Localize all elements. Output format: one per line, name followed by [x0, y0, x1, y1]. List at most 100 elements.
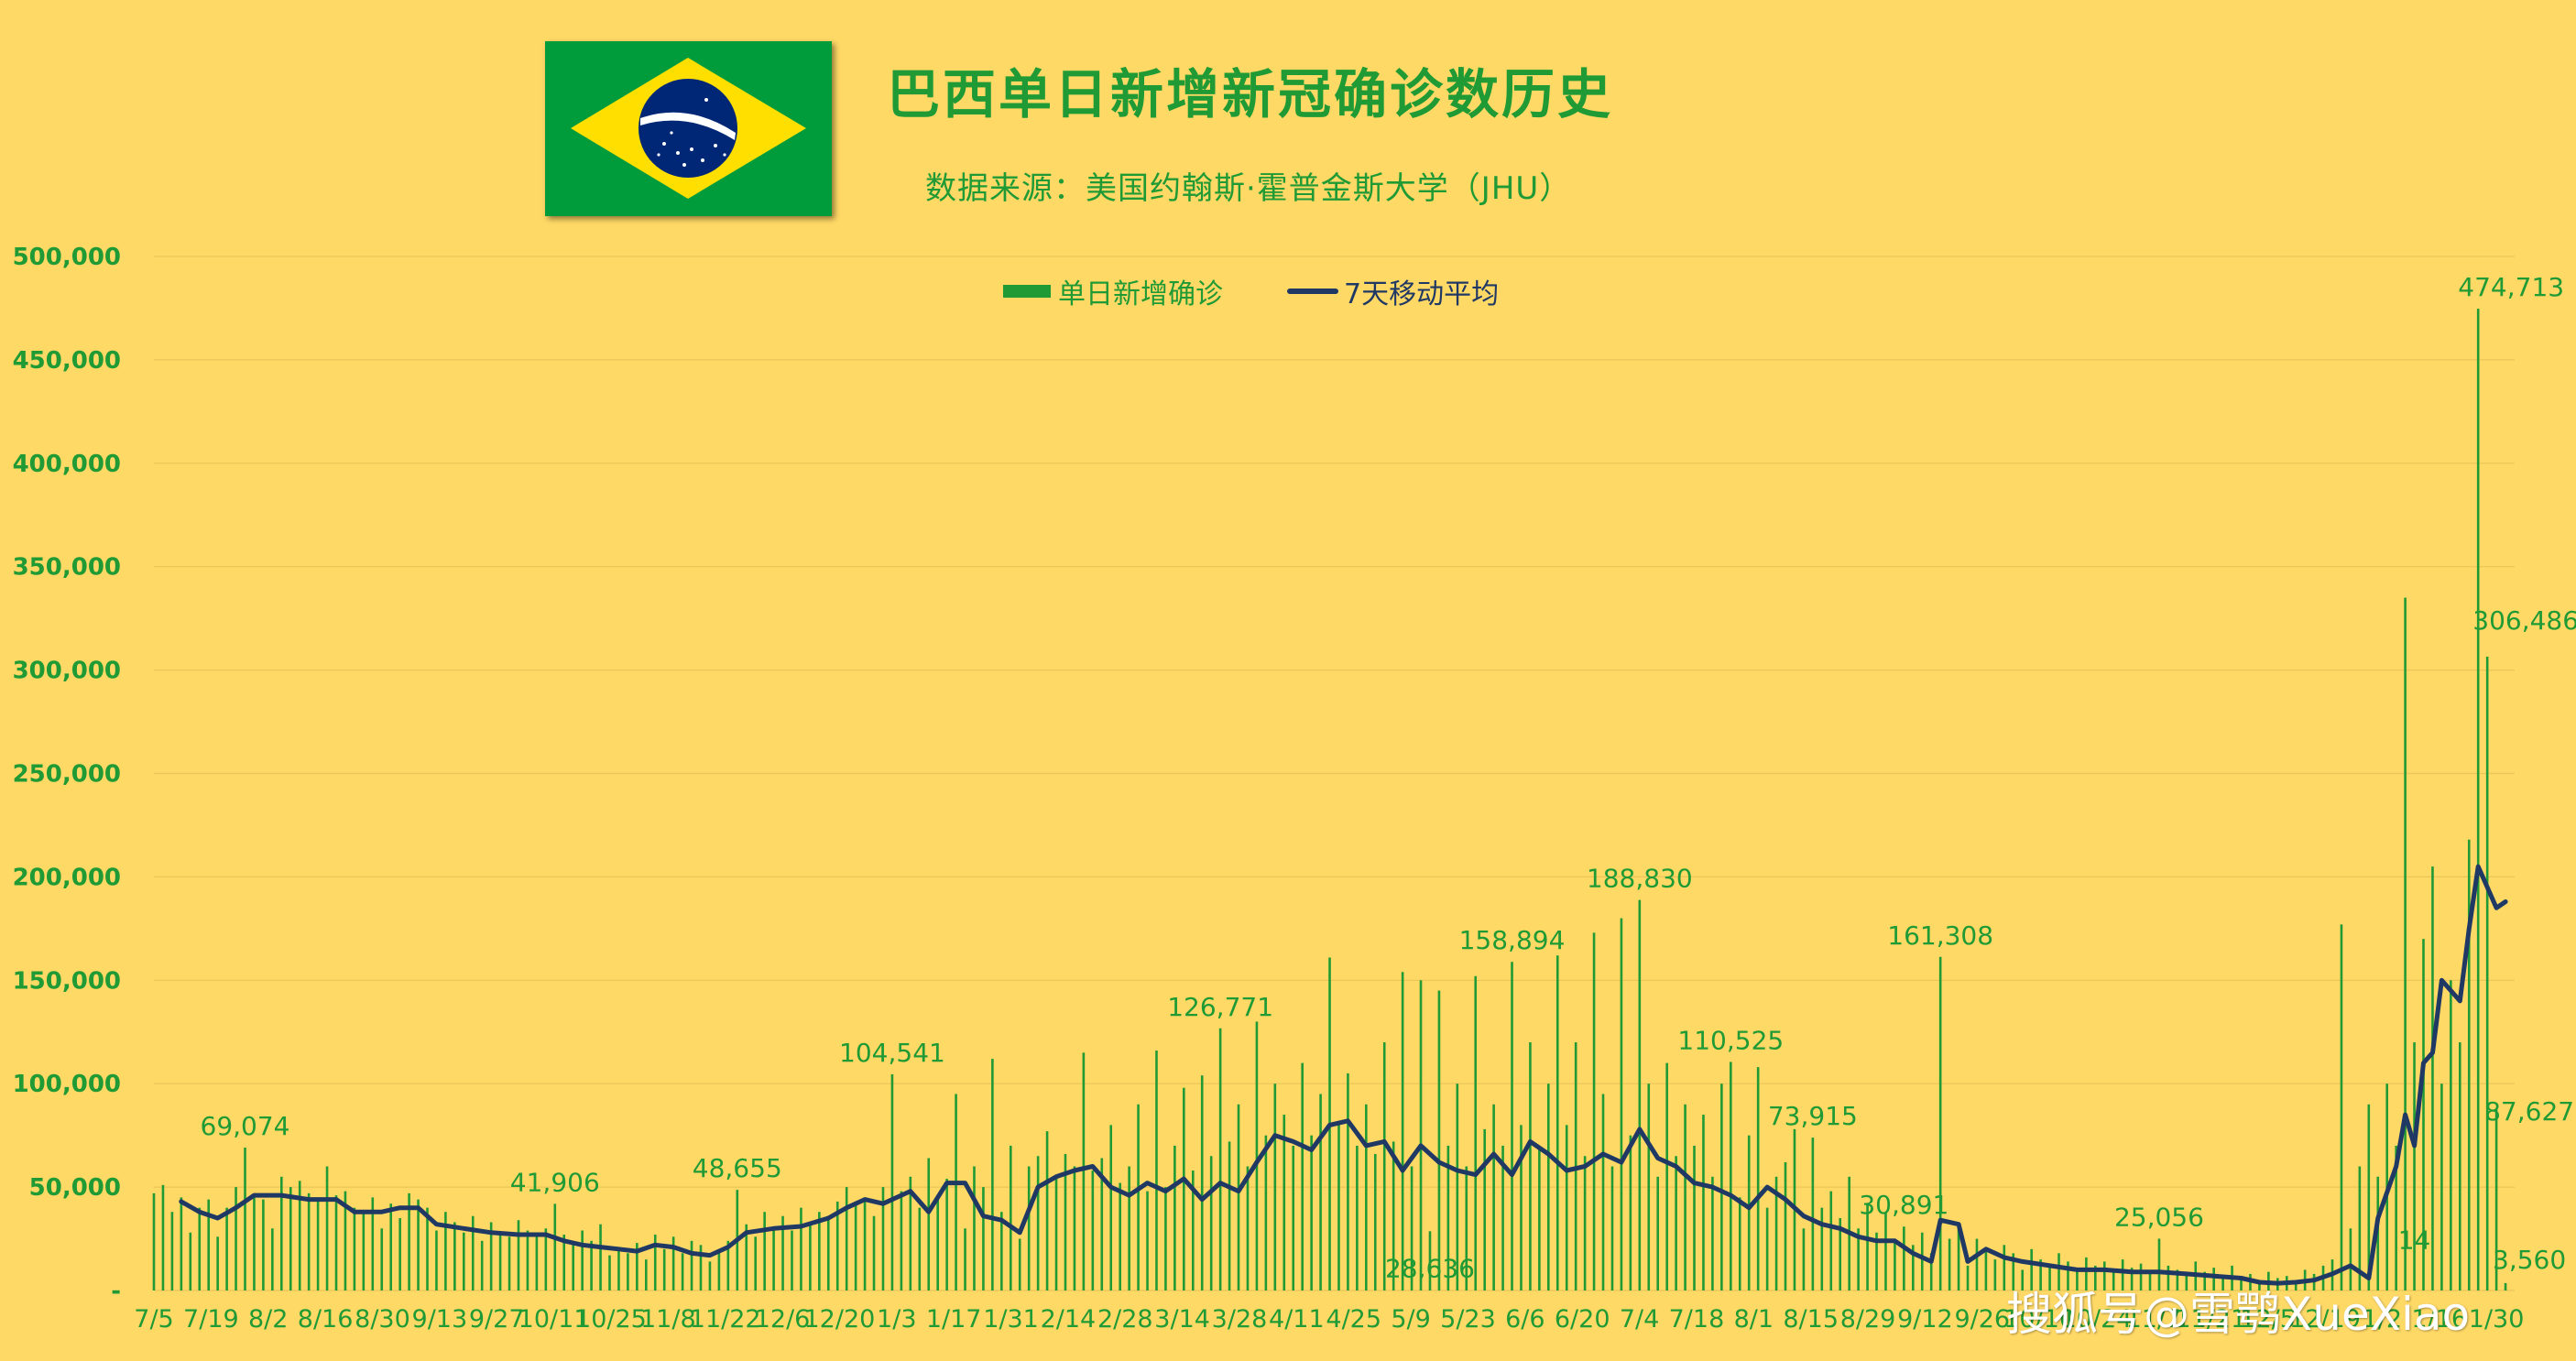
- bar: [845, 1187, 848, 1290]
- bar: [1583, 1156, 1587, 1290]
- x-tick-label: 9/26: [1954, 1305, 2010, 1334]
- bar: [1401, 972, 1404, 1290]
- bar: [772, 1228, 775, 1290]
- bar: [244, 1148, 246, 1290]
- x-tick-label: 5/9: [1391, 1305, 1430, 1334]
- legend-bar-swatch: [1003, 285, 1051, 298]
- bar: [1629, 1135, 1632, 1290]
- bar: [1301, 1062, 1304, 1290]
- bar: [2395, 1145, 2397, 1290]
- bar: [1373, 1153, 1377, 1290]
- bar: [572, 1245, 574, 1290]
- bar: [2404, 597, 2407, 1290]
- bar: [809, 1224, 812, 1290]
- bar: [636, 1243, 639, 1290]
- bar: [553, 1203, 557, 1290]
- bar: [1273, 1083, 1277, 1290]
- y-tick-label: 250,000: [13, 761, 121, 789]
- bar: [517, 1220, 520, 1290]
- x-tick-label: 12/19: [2289, 1305, 2361, 1334]
- bar: [1720, 1083, 1723, 1290]
- x-tick-label: 5/23: [1440, 1305, 1496, 1334]
- bar: [1711, 1176, 1714, 1290]
- data-label: 69,074: [201, 1111, 290, 1141]
- data-label: 104,541: [839, 1038, 945, 1068]
- bar: [316, 1197, 320, 1290]
- data-labels: 69,074 41,906 48,655 104,541 126,771 28,636 15…: [201, 272, 2576, 1283]
- bar: [1209, 1156, 1213, 1290]
- bar: [1474, 975, 1478, 1290]
- bar: [1903, 1226, 1905, 1290]
- x-tick-label: 8/16: [298, 1305, 354, 1334]
- x-tick-label: 12/6: [755, 1305, 811, 1334]
- data-label: 3,560: [2493, 1245, 2566, 1275]
- bar: [2240, 1278, 2243, 1290]
- bar: [826, 1215, 830, 1290]
- bar: [909, 1176, 912, 1290]
- x-tick-label: 12/20: [804, 1305, 876, 1334]
- bar: [1137, 1104, 1140, 1290]
- bar: [353, 1207, 356, 1290]
- bar: [726, 1240, 730, 1290]
- bar: [1802, 1228, 1806, 1290]
- bar: [2340, 924, 2343, 1290]
- bar: [408, 1192, 410, 1290]
- bar: [608, 1255, 611, 1290]
- bar: [2176, 1269, 2179, 1290]
- bar: [1465, 1166, 1468, 1290]
- bar: [1073, 1166, 1076, 1290]
- bar: [2102, 1261, 2106, 1290]
- bar: [1747, 1135, 1751, 1290]
- bar: [1638, 899, 1642, 1290]
- bar: [900, 1191, 903, 1290]
- bar: [2094, 1265, 2097, 1290]
- bar: [662, 1248, 666, 1290]
- bar: [2349, 1228, 2352, 1290]
- bar: [2012, 1253, 2015, 1290]
- bar-series: [152, 309, 2507, 1291]
- chart-title: 巴西单日新增新冠确诊数历史: [887, 63, 1614, 125]
- y-tick-label: 50,000: [29, 1174, 121, 1202]
- y-tick-label: 450,000: [13, 347, 121, 375]
- bar: [973, 1166, 976, 1290]
- bar: [1218, 1028, 1222, 1290]
- bar: [1975, 1238, 1979, 1290]
- data-label: 474,713: [2458, 272, 2564, 302]
- data-label: 48,655: [693, 1153, 782, 1183]
- bar: [453, 1222, 456, 1290]
- bar: [562, 1235, 566, 1290]
- bar: [581, 1230, 584, 1290]
- legend-line-swatch: [1287, 289, 1338, 294]
- bar: [1938, 956, 1942, 1290]
- bar: [2504, 1282, 2507, 1290]
- y-tick-label: 500,000: [13, 244, 121, 271]
- bar: [1119, 1182, 1121, 1290]
- bar: [198, 1207, 202, 1290]
- bar: [480, 1240, 484, 1290]
- bar: [1228, 1141, 1231, 1290]
- bar: [627, 1253, 629, 1290]
- x-tick-label: 10/11: [518, 1305, 590, 1334]
- bar: [462, 1232, 465, 1290]
- bar: [1091, 1170, 1095, 1290]
- bar: [982, 1187, 985, 1290]
- x-axis: 7/5 7/19 8/2 8/16 8/30 9/13 9/2710/1110/2511/8…: [134, 1305, 2524, 1334]
- bar: [1929, 1253, 1933, 1290]
- bar: [2030, 1248, 2033, 1290]
- bar: [2121, 1259, 2124, 1290]
- bar: [1784, 1162, 1787, 1290]
- bar: [991, 1059, 994, 1290]
- bar: [1018, 1238, 1021, 1290]
- bar: [1446, 1145, 1450, 1290]
- bar: [2221, 1276, 2224, 1290]
- bar: [1246, 1166, 1250, 1290]
- legend-line-label: 7天移动平均: [1344, 278, 1500, 310]
- x-tick-label: 11/22: [690, 1305, 761, 1334]
- bar: [854, 1203, 857, 1290]
- x-tick-label: 9/13: [412, 1305, 468, 1334]
- bar: [708, 1261, 712, 1290]
- bar: [1437, 990, 1441, 1290]
- bar: [1264, 1135, 1268, 1290]
- bar: [2058, 1253, 2060, 1290]
- x-tick-label: 1/3: [877, 1305, 916, 1334]
